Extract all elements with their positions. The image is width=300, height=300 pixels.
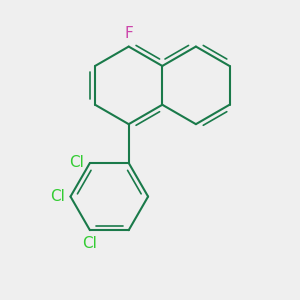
Text: F: F	[124, 26, 133, 41]
Text: Cl: Cl	[50, 189, 65, 204]
Text: Cl: Cl	[69, 155, 84, 170]
Text: Cl: Cl	[82, 236, 97, 251]
